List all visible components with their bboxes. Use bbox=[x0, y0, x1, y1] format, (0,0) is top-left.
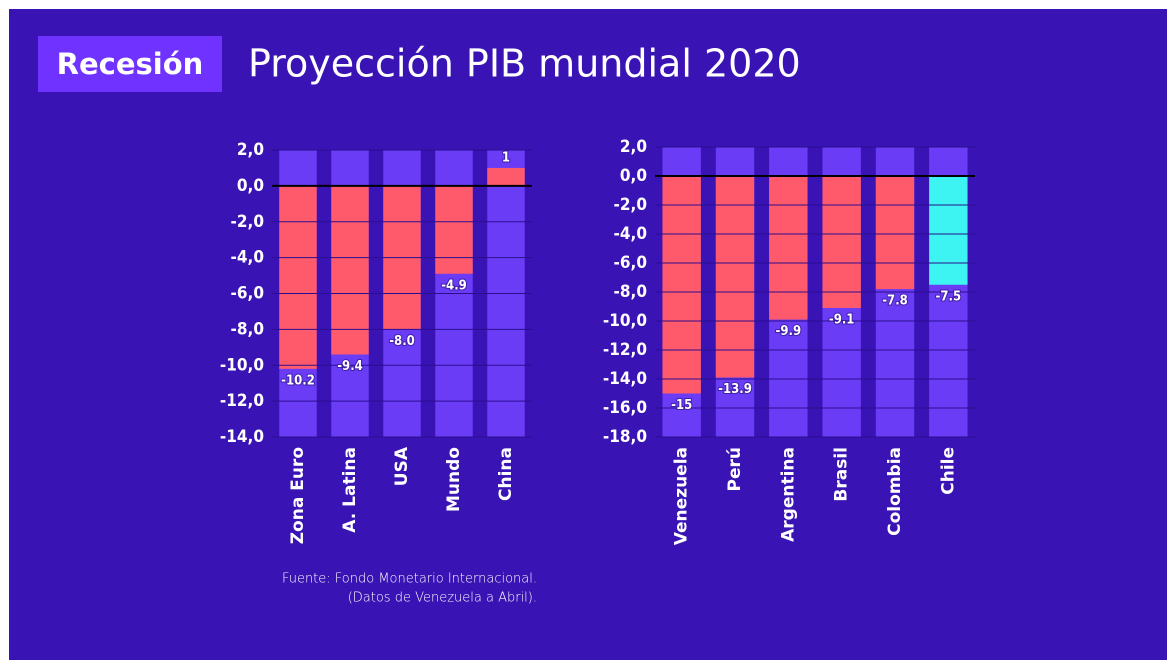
y-tick-label: -12,0 bbox=[220, 391, 264, 411]
x-tick-label: Perú bbox=[725, 447, 745, 491]
x-tick-label: Brasil bbox=[832, 447, 852, 502]
x-tick-label: A. Latina bbox=[340, 447, 360, 533]
badge-text: Recesión bbox=[57, 47, 204, 81]
bar bbox=[279, 185, 317, 369]
x-tick-label: Mundo bbox=[444, 447, 464, 512]
y-tick-label: -8,0 bbox=[231, 319, 264, 339]
bar bbox=[875, 176, 915, 290]
value-label: -8.0 bbox=[389, 334, 415, 349]
bar bbox=[662, 176, 701, 394]
y-tick-label: -16,0 bbox=[603, 398, 647, 418]
value-label: -15 bbox=[671, 398, 692, 413]
value-label: -9.9 bbox=[776, 324, 802, 339]
y-tick-label: 2,0 bbox=[620, 137, 647, 157]
value-label: 1 bbox=[502, 150, 510, 165]
bar bbox=[487, 167, 525, 186]
x-tick-label: Venezuela bbox=[672, 447, 692, 545]
title: Proyección PIB mundial 2020 bbox=[248, 42, 801, 86]
background bbox=[9, 9, 1167, 660]
x-tick-label: Zona Euro bbox=[288, 447, 308, 544]
x-tick-label: USA bbox=[392, 446, 412, 486]
bar bbox=[331, 185, 369, 355]
y-tick-label: 2,0 bbox=[237, 140, 264, 160]
x-tick-label: Chile bbox=[938, 447, 958, 495]
bar bbox=[769, 176, 808, 320]
value-label: -4.9 bbox=[441, 278, 467, 293]
y-tick-label: -8,0 bbox=[614, 282, 647, 302]
y-tick-label: -10,0 bbox=[603, 311, 647, 331]
bar bbox=[822, 176, 861, 308]
y-tick-label: 0,0 bbox=[237, 176, 264, 196]
y-tick-label: -18,0 bbox=[603, 427, 647, 447]
y-tick-label: -10,0 bbox=[220, 355, 264, 375]
bar bbox=[435, 185, 473, 274]
y-tick-label: 0,0 bbox=[620, 166, 647, 186]
value-label: -7.5 bbox=[936, 289, 962, 304]
value-label: -9.4 bbox=[337, 359, 363, 374]
y-tick-label: -2,0 bbox=[614, 195, 647, 215]
y-tick-label: -12,0 bbox=[603, 340, 647, 360]
y-tick-label: -6,0 bbox=[614, 253, 647, 273]
value-label: -13.9 bbox=[718, 382, 752, 397]
value-label: -9.1 bbox=[829, 312, 855, 327]
x-tick-label: Colombia bbox=[885, 447, 905, 536]
x-tick-label: China bbox=[496, 447, 516, 501]
source: (Datos de Venezuela a Abril). bbox=[348, 591, 537, 606]
y-tick-label: -14,0 bbox=[220, 427, 264, 447]
y-tick-label: -4,0 bbox=[614, 224, 647, 244]
x-tick-label: Argentina bbox=[778, 447, 798, 542]
badge bbox=[38, 36, 222, 92]
y-tick-label: -4,0 bbox=[231, 248, 264, 268]
bar bbox=[929, 176, 968, 285]
y-tick-label: -6,0 bbox=[231, 284, 264, 304]
y-tick-label: -2,0 bbox=[231, 212, 264, 232]
bar bbox=[715, 176, 755, 378]
value-label: -10.2 bbox=[281, 373, 315, 388]
y-tick-label: -14,0 bbox=[603, 369, 647, 389]
value-label: -7.8 bbox=[882, 294, 908, 309]
source: Fuente: Fondo Monetario Internacional. bbox=[282, 572, 537, 587]
